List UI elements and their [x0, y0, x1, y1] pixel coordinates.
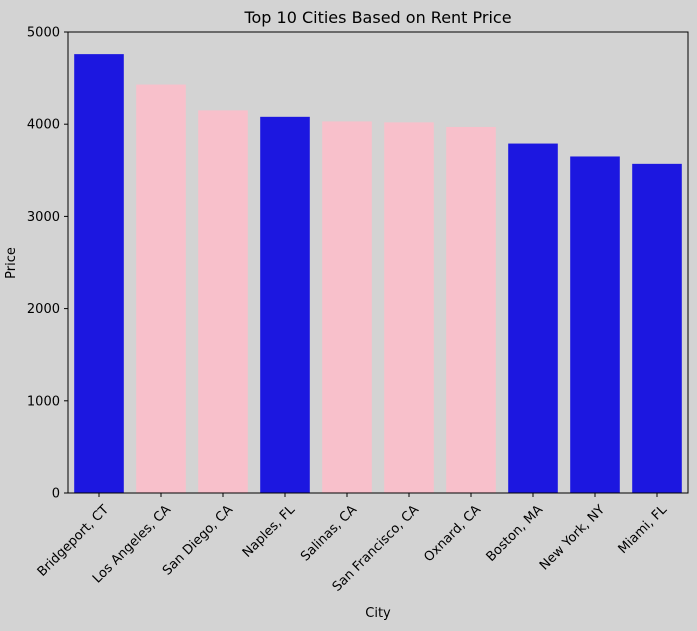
y-tick-label: 4000 [27, 118, 60, 133]
bar [198, 110, 248, 494]
bar [570, 156, 620, 493]
bar [74, 54, 124, 494]
y-tick-label: 5000 [27, 26, 60, 41]
bar [384, 122, 434, 493]
bar [322, 121, 372, 494]
plot-frame [67, 31, 689, 494]
y-axis-ticks: 0 1000 2000 3000 4000 5000 [27, 26, 68, 502]
bar [136, 84, 186, 493]
chart-title: Top 10 Cities Based on Rent Price [243, 8, 511, 27]
bars-group [74, 54, 682, 494]
bar [508, 143, 558, 493]
y-tick-label: 0 [52, 487, 60, 502]
y-tick-label: 2000 [27, 302, 60, 317]
x-axis-label: City [365, 606, 391, 621]
y-tick-label: 3000 [27, 210, 60, 225]
bar [632, 163, 682, 493]
y-axis-label: Price [4, 247, 19, 279]
bar [260, 116, 310, 493]
bar [446, 126, 496, 493]
y-tick-label: 1000 [27, 394, 60, 409]
